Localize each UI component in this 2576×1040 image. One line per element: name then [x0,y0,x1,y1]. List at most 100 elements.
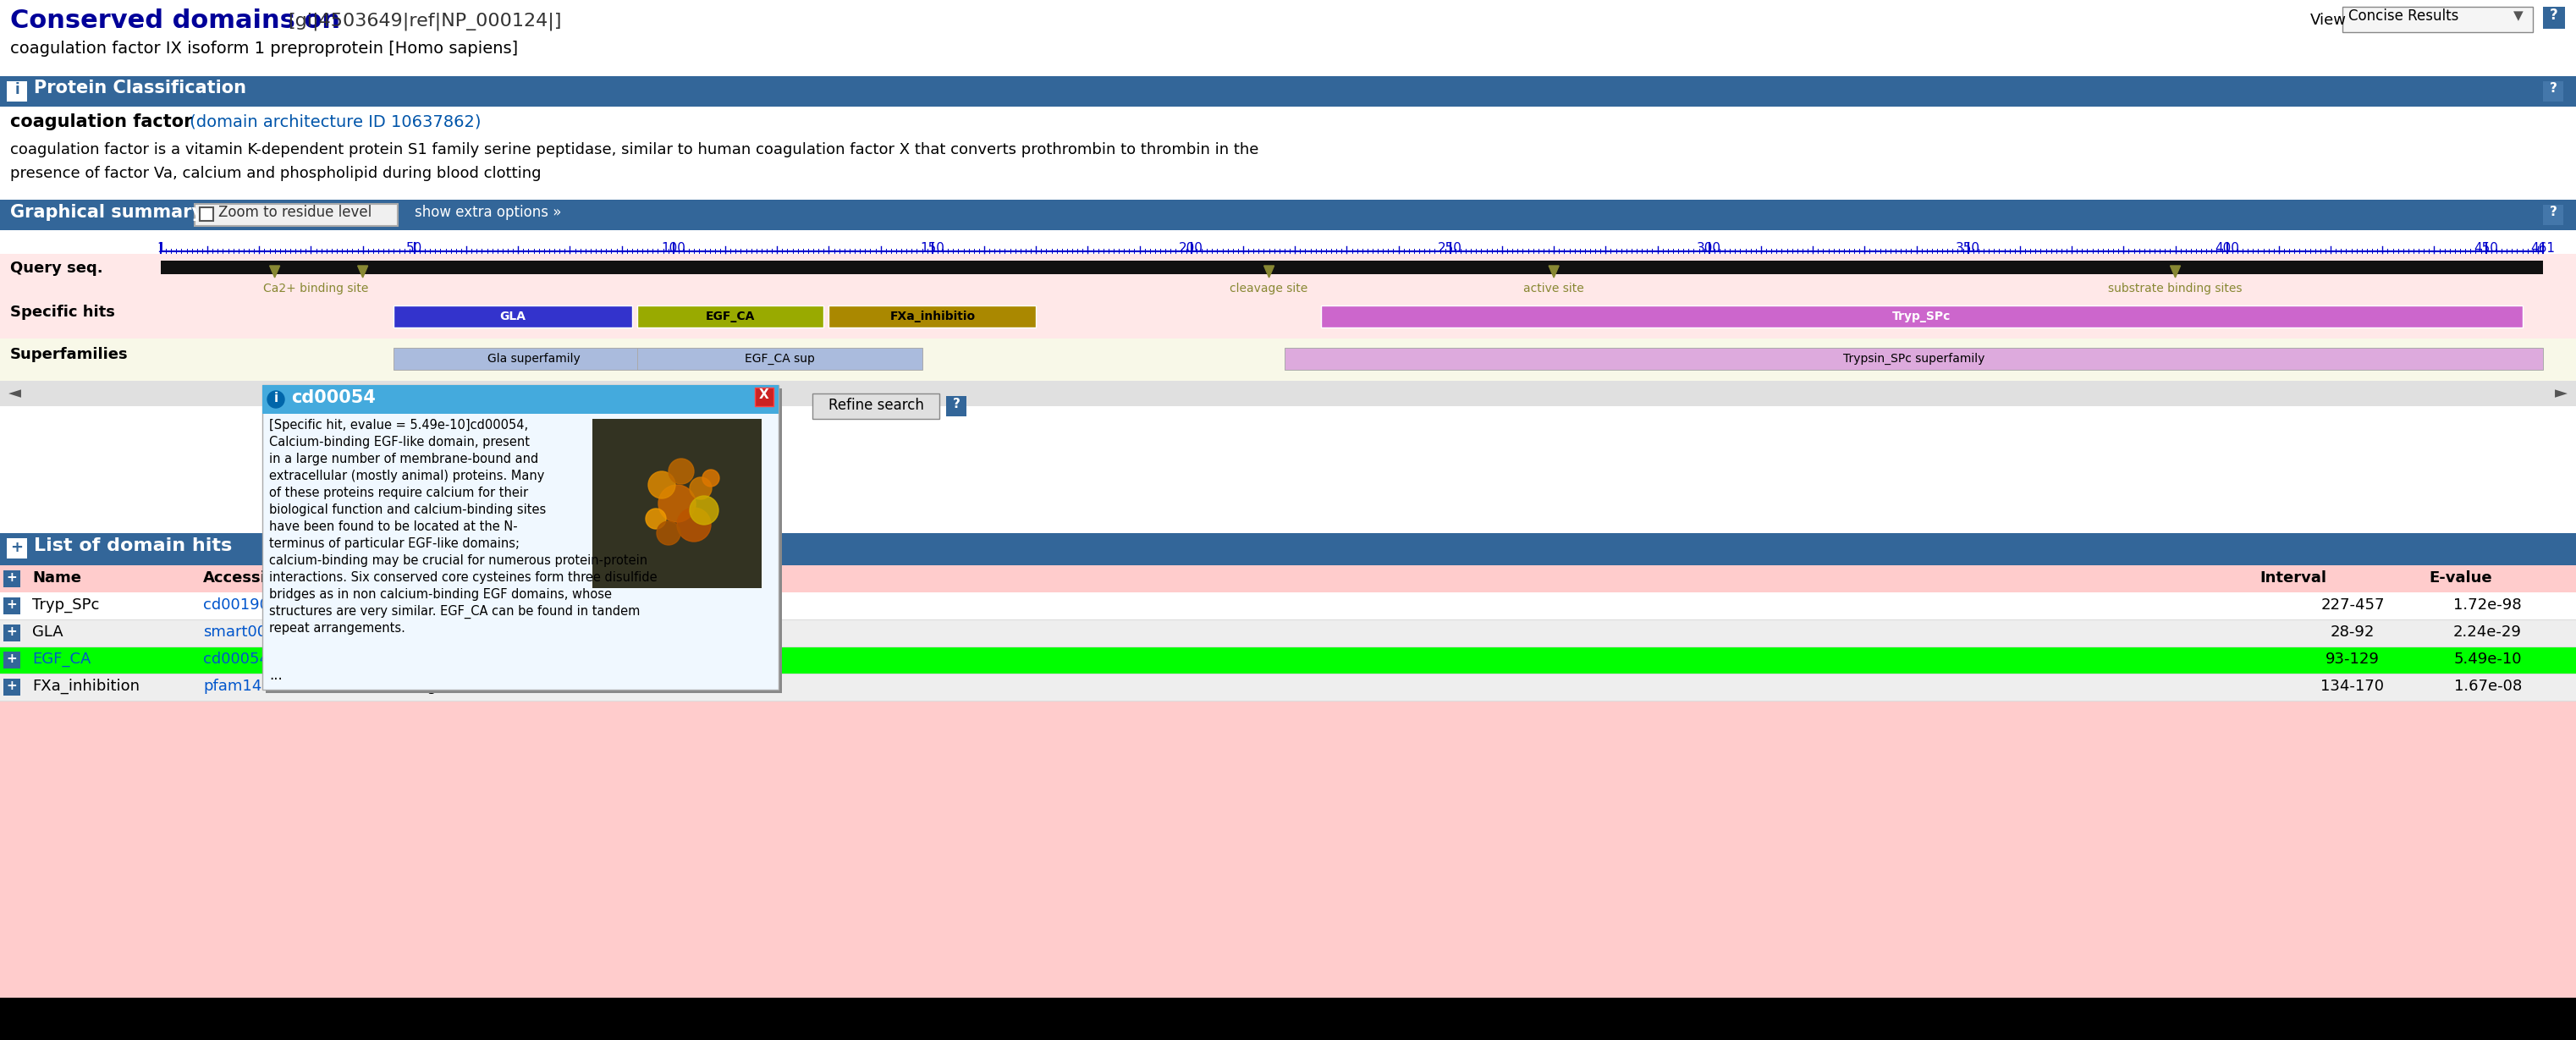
Circle shape [690,496,719,524]
Bar [0,620,2576,647]
Circle shape [657,521,680,545]
Text: i: i [15,82,18,98]
Bar [160,261,2543,275]
Text: E-value: E-value [2429,570,2491,586]
Circle shape [647,509,667,529]
Text: Coagulation Factor Xa in: Coagulation Factor Xa in [397,679,585,694]
Bar [0,381,2576,407]
Text: 450: 450 [2473,242,2499,255]
Text: 250: 250 [1437,242,1463,255]
Text: 227-457: 227-457 [2321,597,2385,613]
Text: ?: ? [2550,206,2558,218]
Circle shape [703,470,719,487]
Text: List of domain hits: List of domain hits [33,538,232,554]
Text: X: X [760,388,770,401]
Text: [gi|4503649|ref|NP_000124|]: [gi|4503649|ref|NP_000124|] [289,11,562,30]
Bar [1321,306,2522,328]
Bar [945,396,966,416]
Text: 150: 150 [920,242,945,255]
Bar [0,76,2576,107]
Bar [0,566,2576,593]
Text: coagulation factor is a vitamin K-dependent protein S1 family serine peptidase, : coagulation factor is a vitamin K-depend… [10,142,1260,157]
Text: Gla superfamily: Gla superfamily [487,353,580,365]
Text: Conserved domains on: Conserved domains on [10,8,340,33]
Text: FXa_inhibition: FXa_inhibition [31,679,139,694]
Text: Trypsin-like serine protea: Trypsin-like serine protea [397,597,590,613]
Text: Tryp_SPc: Tryp_SPc [31,597,100,613]
Text: 461: 461 [2530,242,2555,255]
Text: +: + [8,679,18,693]
Text: [Specific hit, evalue = 5.49e-10]cd00054,: [Specific hit, evalue = 5.49e-10]cd00054… [268,419,528,432]
Text: substrate binding sites: substrate binding sites [2107,283,2241,294]
Text: +: + [8,652,18,666]
Bar [0,200,2576,230]
Text: bridges as in non calcium-binding EGF domains, whose: bridges as in non calcium-binding EGF do… [268,589,613,601]
Text: (domain architecture ID 10637862): (domain architecture ID 10637862) [185,113,482,129]
Text: 100: 100 [662,242,685,255]
Text: show extra options »: show extra options » [415,205,562,220]
Text: 350: 350 [1955,242,1981,255]
Text: +: + [8,625,18,639]
Bar [636,306,824,328]
Bar [592,419,762,589]
Circle shape [690,477,711,499]
Circle shape [670,459,693,484]
Bar [2543,205,2563,225]
Bar [755,388,773,407]
Text: ►: ► [2555,385,2568,401]
Text: biological function and calcium-binding sites: biological function and calcium-binding … [268,503,546,516]
Bar [201,207,214,220]
Bar [0,0,2576,76]
Text: 200: 200 [1180,242,1203,255]
Circle shape [649,471,675,498]
Text: cd00190: cd00190 [204,597,268,613]
Bar [263,385,778,690]
Bar [2342,7,2532,32]
Text: Refine search: Refine search [827,397,925,413]
Bar [8,538,28,558]
Bar [811,393,940,419]
Bar [265,388,783,693]
Bar [2543,81,2563,102]
Circle shape [659,485,696,522]
Polygon shape [1548,265,1558,278]
Text: Tryp_SPc: Tryp_SPc [1893,311,1950,322]
Text: 50: 50 [407,242,422,255]
Text: Description: Description [397,570,497,586]
Bar [0,647,2576,674]
Bar [394,347,672,370]
Text: Protein Classification: Protein Classification [33,79,247,97]
Text: Specific hits: Specific hits [10,305,116,320]
Text: EGF_CA: EGF_CA [31,652,90,667]
Bar [8,81,28,102]
Text: 400: 400 [2215,242,2239,255]
Text: ◄: ◄ [8,385,21,401]
Bar [394,306,631,328]
Text: 5.49e-10: 5.49e-10 [2455,652,2522,667]
Bar [0,534,2576,566]
Bar [0,701,2576,1040]
Text: active site: active site [1522,283,1584,294]
Bar [0,338,2576,381]
Text: GLA: GLA [31,624,64,640]
Text: coagulation factor: coagulation factor [10,113,193,130]
Text: Calcium-binding EGF-like domain, present: Calcium-binding EGF-like domain, present [268,436,531,448]
Text: interactions. Six conserved core cysteines form three disulfide: interactions. Six conserved core cystein… [268,571,657,583]
Text: 2.24e-29: 2.24e-29 [2452,624,2522,640]
Text: calcium-binding may be crucial for numerous protein-protein: calcium-binding may be crucial for numer… [268,554,647,567]
Text: EGF_CA sup: EGF_CA sup [744,353,814,365]
Text: cd00054: cd00054 [291,389,376,407]
Circle shape [677,508,711,542]
Bar [2543,7,2566,29]
Polygon shape [2169,265,2179,278]
Bar [3,679,21,696]
Text: 1: 1 [157,242,165,255]
Text: have been found to be located at the N-: have been found to be located at the N- [268,520,518,534]
Text: Ca2+ binding site: Ca2+ binding site [263,283,368,294]
Text: 300: 300 [1698,242,1721,255]
Bar [0,674,2576,701]
Text: i: i [273,392,278,405]
Text: smart00069: smart00069 [204,624,296,640]
Bar [0,407,2576,440]
Bar [3,624,21,642]
